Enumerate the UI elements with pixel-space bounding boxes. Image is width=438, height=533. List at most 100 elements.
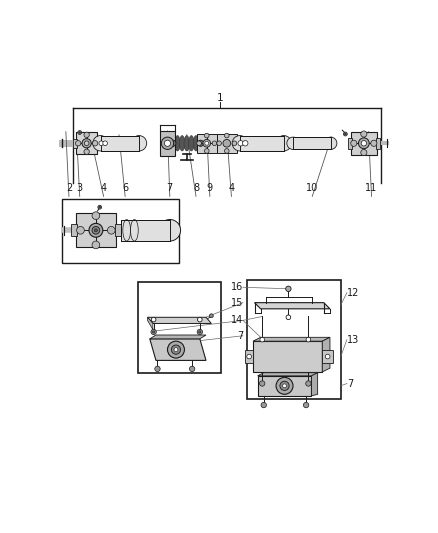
Circle shape — [198, 317, 202, 322]
Bar — [71, 224, 77, 237]
Circle shape — [89, 223, 103, 237]
Circle shape — [283, 384, 286, 387]
Text: 4: 4 — [228, 183, 234, 193]
Text: 16: 16 — [231, 282, 243, 292]
Polygon shape — [322, 337, 330, 372]
Circle shape — [164, 140, 170, 147]
Bar — [197, 134, 217, 152]
Text: 10: 10 — [306, 183, 318, 193]
Ellipse shape — [198, 135, 203, 151]
Circle shape — [99, 206, 100, 208]
Circle shape — [247, 354, 251, 359]
Text: 15: 15 — [230, 297, 243, 308]
Bar — [76, 133, 97, 154]
Circle shape — [280, 381, 289, 391]
Circle shape — [223, 140, 231, 147]
Circle shape — [79, 132, 81, 133]
Circle shape — [99, 141, 103, 146]
Text: 2: 2 — [66, 183, 72, 193]
Circle shape — [92, 227, 100, 234]
Circle shape — [197, 141, 201, 146]
Text: 7: 7 — [347, 378, 353, 389]
Circle shape — [361, 141, 367, 146]
Circle shape — [198, 140, 204, 147]
Polygon shape — [258, 373, 318, 376]
Circle shape — [261, 402, 266, 408]
Circle shape — [190, 366, 195, 372]
Circle shape — [217, 141, 221, 146]
Circle shape — [224, 149, 229, 154]
Circle shape — [345, 133, 346, 135]
Circle shape — [94, 229, 97, 232]
Text: 4: 4 — [101, 183, 106, 193]
Bar — [322, 350, 333, 363]
Circle shape — [212, 141, 217, 146]
Circle shape — [167, 341, 184, 358]
Text: 9: 9 — [207, 183, 213, 193]
Polygon shape — [150, 339, 206, 360]
Circle shape — [98, 205, 102, 209]
Polygon shape — [150, 335, 206, 339]
Circle shape — [84, 149, 89, 155]
Circle shape — [287, 137, 299, 149]
Text: 1: 1 — [216, 93, 223, 103]
Circle shape — [259, 381, 265, 386]
Bar — [348, 138, 352, 149]
Circle shape — [286, 286, 291, 292]
Circle shape — [77, 227, 85, 234]
Bar — [73, 139, 77, 148]
Circle shape — [171, 345, 180, 354]
Circle shape — [306, 381, 311, 386]
Circle shape — [151, 317, 156, 322]
Circle shape — [205, 149, 209, 154]
Bar — [376, 138, 380, 149]
Circle shape — [92, 241, 100, 249]
Bar — [97, 139, 100, 148]
Polygon shape — [311, 373, 318, 396]
Ellipse shape — [193, 135, 199, 151]
Ellipse shape — [170, 135, 176, 151]
Bar — [160, 131, 175, 156]
Circle shape — [361, 131, 367, 137]
Circle shape — [276, 377, 293, 394]
Bar — [293, 137, 331, 149]
Circle shape — [205, 141, 208, 145]
Ellipse shape — [175, 135, 180, 151]
Ellipse shape — [184, 135, 190, 151]
Polygon shape — [253, 341, 322, 372]
Text: 3: 3 — [77, 183, 83, 193]
Circle shape — [238, 141, 244, 146]
Circle shape — [174, 348, 178, 352]
Circle shape — [224, 133, 229, 138]
Circle shape — [205, 133, 209, 138]
Polygon shape — [253, 337, 330, 341]
Bar — [138, 282, 221, 373]
Circle shape — [170, 140, 176, 147]
Circle shape — [159, 220, 180, 241]
Polygon shape — [148, 317, 153, 329]
Circle shape — [155, 366, 160, 372]
Circle shape — [343, 132, 347, 136]
Circle shape — [232, 141, 237, 146]
Circle shape — [358, 138, 369, 149]
Bar — [217, 134, 237, 152]
Circle shape — [161, 137, 173, 149]
Circle shape — [92, 212, 100, 220]
Circle shape — [260, 337, 265, 342]
Circle shape — [82, 139, 91, 148]
Circle shape — [203, 140, 211, 147]
Text: 6: 6 — [122, 183, 128, 193]
Bar — [120, 220, 170, 241]
Text: 11: 11 — [365, 183, 378, 193]
Bar — [100, 135, 139, 151]
Circle shape — [286, 315, 291, 320]
Circle shape — [107, 227, 115, 234]
Circle shape — [371, 140, 377, 147]
Circle shape — [131, 135, 147, 151]
Ellipse shape — [189, 135, 194, 151]
Circle shape — [93, 135, 108, 151]
Circle shape — [199, 331, 201, 333]
Circle shape — [306, 337, 311, 342]
Circle shape — [325, 354, 330, 359]
Bar — [245, 350, 253, 363]
